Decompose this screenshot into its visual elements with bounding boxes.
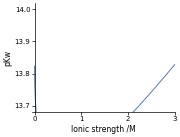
X-axis label: Ionic strength /M: Ionic strength /M bbox=[71, 125, 136, 134]
Y-axis label: pKw: pKw bbox=[3, 49, 12, 66]
